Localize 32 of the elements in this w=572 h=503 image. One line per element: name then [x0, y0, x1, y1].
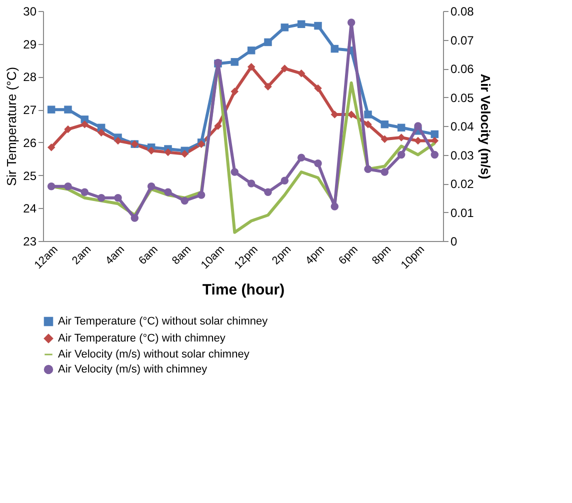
x-tick-label: 6am [136, 244, 160, 268]
x-tick-label: 8pm [370, 244, 394, 268]
y2-tick-label: 0.01 [450, 206, 474, 220]
legend-label: Air Velocity (m/s) with chimney [58, 364, 208, 376]
legend-label: Air Velocity (m/s) without solar chimney [58, 348, 250, 360]
y-tick-label: 30 [23, 4, 37, 18]
y-tick-label: 26 [23, 136, 37, 150]
y-tick-label: 28 [23, 70, 37, 84]
x-tick-label: 2pm [270, 244, 294, 268]
y-tick-label: 25 [23, 168, 37, 183]
legend-label: Air Temperature (°C) without solar chimney [58, 316, 268, 328]
y2-tick-label: 0.03 [450, 148, 474, 162]
y-tick-label: 27 [23, 103, 37, 118]
x-tick-label: 6pm [336, 244, 360, 268]
y2-tick-label: 0.02 [450, 177, 474, 191]
legend-label: Air Temperature (°C) with chimney [58, 332, 226, 344]
x-tick-label: 4am [103, 244, 127, 268]
y-tick-label: 24 [23, 202, 37, 216]
x-tick-label: 4pm [303, 244, 327, 268]
y2-tick-label: 0 [450, 234, 458, 248]
y2-tick-label: 0.04 [450, 120, 474, 134]
y2-tick-label: 0.06 [450, 62, 474, 76]
x-tick-label: 8am [170, 244, 194, 268]
y2-tick-label: 0.05 [450, 90, 474, 105]
y-axis-title: Sir Temperature (°C) [4, 66, 20, 186]
y-tick-label: 23 [23, 234, 37, 248]
y-tick-label: 29 [23, 37, 37, 52]
y2-tick-label: 0.08 [450, 4, 474, 18]
x-tick-label: 2am [70, 244, 94, 268]
y2-tick-label: 0.07 [450, 33, 474, 48]
x-axis-title: Time (hour) [202, 282, 285, 299]
y2-axis-title: Air Velocity (m/s) [478, 74, 493, 180]
